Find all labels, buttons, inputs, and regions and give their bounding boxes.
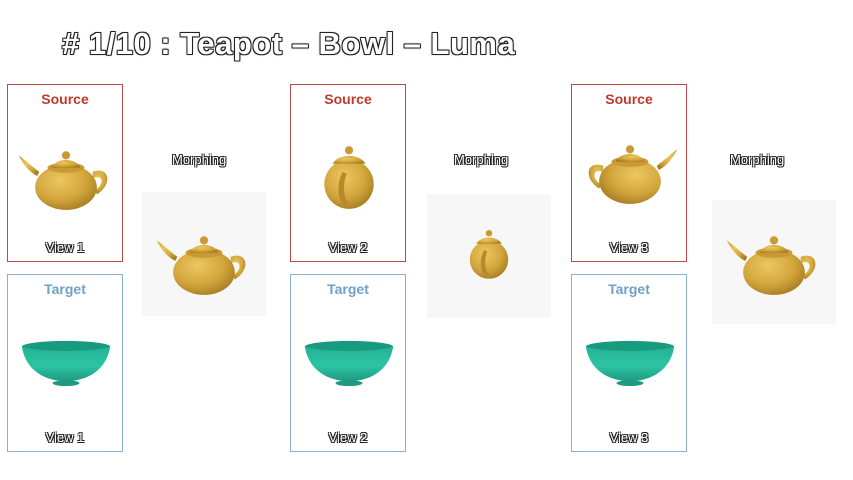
morphing-label: Morphing: [730, 152, 785, 167]
target-view-label: View 1: [45, 430, 85, 445]
morph-frame-view-1: [142, 192, 266, 316]
source-heading: Source: [324, 91, 372, 107]
teapot-icon: [14, 141, 118, 213]
page-title: # 1/10 : Teapot – Bowl – Luma: [62, 26, 516, 61]
morph-frame-view-3: [712, 200, 836, 324]
source-box-view-3: Source View 3: [571, 84, 687, 262]
morph-frame-view-2: [427, 194, 551, 318]
teapot-icon: [449, 222, 529, 286]
target-view-label: View 3: [609, 430, 649, 445]
target-box-view-3: Target View 3: [571, 274, 687, 452]
target-box-view-2: Target View 2: [290, 274, 406, 452]
source-view-label: View 3: [609, 240, 649, 255]
teapot-icon: [578, 135, 682, 207]
teapot-icon: [297, 141, 401, 213]
bowl-icon: [582, 339, 678, 387]
target-heading: Target: [608, 281, 650, 297]
source-view-label: View 1: [45, 240, 85, 255]
target-heading: Target: [327, 281, 369, 297]
source-heading: Source: [605, 91, 653, 107]
target-view-label: View 2: [328, 430, 368, 445]
source-heading: Source: [41, 91, 89, 107]
morphing-label: Morphing: [454, 152, 509, 167]
teapot-icon: [152, 226, 256, 298]
bowl-icon: [301, 339, 397, 387]
bowl-icon: [18, 339, 114, 387]
morphing-label: Morphing: [172, 152, 227, 167]
target-heading: Target: [44, 281, 86, 297]
source-box-view-2: Source View 2: [290, 84, 406, 262]
teapot-icon: [722, 226, 826, 298]
source-box-view-1: Source View 1: [7, 84, 123, 262]
source-view-label: View 2: [328, 240, 368, 255]
target-box-view-1: Target View 1: [7, 274, 123, 452]
